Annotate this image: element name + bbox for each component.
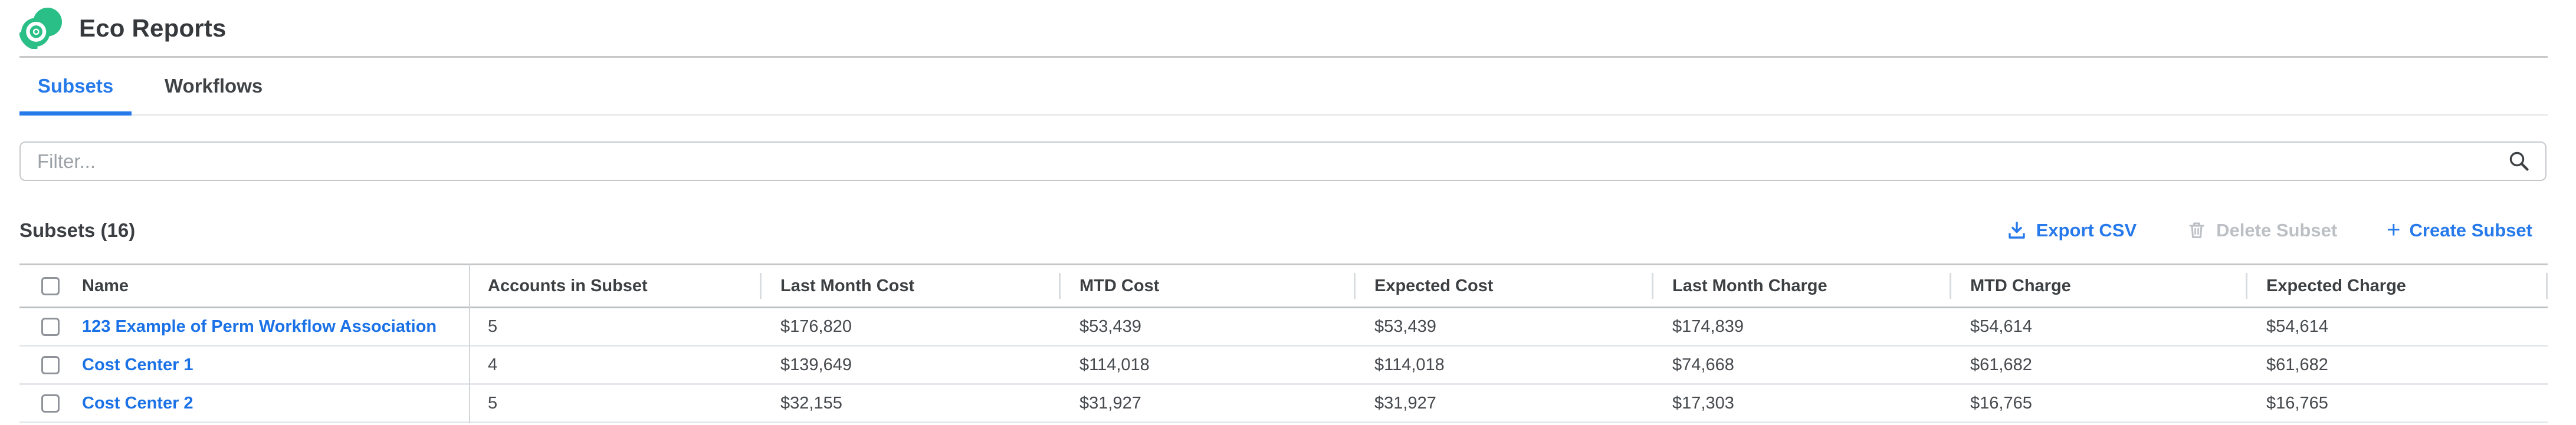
column-header-expected_charge: Expected Charge (2247, 265, 2548, 307)
table-header-row: Name Accounts in Subset Last Month Cost MTD… (19, 263, 2548, 308)
column-header-label: MTD Cost (1079, 276, 1160, 295)
column-header-label: Expected Cost (1374, 276, 1494, 295)
cell-last_month_charge: $74,668 (1653, 347, 1951, 383)
create-subset-button[interactable]: + Create Subset (2387, 216, 2532, 243)
cell-expected_charge: $54,614 (2247, 308, 2548, 345)
table-actions: Export CSV Delete Subset + Create Subset (2006, 216, 2548, 243)
table-row: 123 Example of Perm Workflow Association… (19, 308, 2548, 347)
cell-value: 4 (488, 355, 498, 374)
cell-accounts: 4 (469, 347, 762, 383)
column-header-mtd_cost: MTD Cost (1061, 265, 1356, 307)
section-heading: Subsets (16) (19, 219, 136, 241)
app-header: Eco Reports (19, 0, 227, 56)
cell-value: $114,018 (1374, 355, 1445, 374)
cell-value: $74,668 (1672, 355, 1734, 374)
column-header-mtd_charge: MTD Charge (1951, 265, 2247, 307)
column-header-label: Last Month Charge (1672, 276, 1827, 295)
subset-name-link[interactable]: 123 Example of Perm Workflow Association (82, 317, 437, 336)
cell-value: $31,927 (1079, 393, 1141, 413)
subset-name-link[interactable]: Cost Center 2 (82, 393, 193, 413)
cell-value: $176,820 (780, 317, 852, 336)
cell-mtd_charge: $16,765 (1951, 385, 2247, 421)
table-row: Cost Center 2 5 $32,155 $31,927 $31,927 $17,3… (19, 385, 2548, 423)
trash-icon (2189, 222, 2204, 238)
cell-value: $53,439 (1374, 317, 1436, 336)
name-column-divider (469, 263, 470, 423)
download-icon (2008, 222, 2025, 239)
row-checkbox[interactable] (41, 355, 60, 374)
cell-value: $61,682 (2266, 355, 2328, 374)
cell-name: Cost Center 2 (19, 385, 469, 421)
column-header-name: Name (19, 265, 469, 307)
column-header-expected_cost: Expected Cost (1356, 265, 1653, 307)
row-checkbox[interactable] (41, 394, 60, 413)
cell-accounts: 5 (469, 385, 762, 421)
cell-value: $174,839 (1672, 317, 1744, 336)
subsets-table: Name Accounts in Subset Last Month Cost MTD… (19, 263, 2548, 423)
cell-value: 5 (488, 317, 498, 336)
column-header-label: Accounts in Subset (488, 276, 648, 295)
cell-expected_charge: $61,682 (2247, 347, 2548, 383)
search-icon[interactable] (2506, 149, 2532, 174)
cell-value: $53,439 (1079, 317, 1141, 336)
cell-mtd_cost: $114,018 (1061, 347, 1356, 383)
export-csv-label: Export CSV (2036, 220, 2137, 240)
row-checkbox[interactable] (41, 317, 60, 336)
tab-subsets[interactable]: Subsets (19, 58, 132, 116)
tab-bar: Subsets Workflows (19, 58, 2548, 116)
tab-workflows[interactable]: Workflows (165, 75, 263, 97)
column-header-last_month_charge: Last Month Charge (1653, 265, 1951, 307)
section-row: Subsets (16) Export CSV Delete Subset + … (19, 213, 2548, 248)
cell-value: $31,927 (1374, 393, 1436, 413)
filter-input[interactable] (19, 141, 2547, 181)
cell-value: $16,765 (1970, 393, 2032, 413)
column-header-label: Expected Charge (2266, 276, 2406, 295)
cell-name: 123 Example of Perm Workflow Association (19, 308, 469, 345)
column-header-accounts: Accounts in Subset (469, 265, 762, 307)
column-header-label: Name (82, 276, 129, 295)
cell-mtd_charge: $54,614 (1951, 308, 2247, 345)
delete-subset-button[interactable]: Delete Subset (2186, 220, 2337, 241)
table-row: Cost Center 1 4 $139,649 $114,018 $114,018 $7… (19, 347, 2548, 385)
delete-subset-label: Delete Subset (2216, 220, 2338, 240)
select-all-checkbox[interactable] (41, 276, 60, 295)
cell-value: $61,682 (1970, 355, 2032, 374)
cell-last_month_charge: $17,303 (1653, 385, 1951, 421)
cell-last_month_cost: $176,820 (762, 308, 1061, 345)
column-header-last_month_cost: Last Month Cost (762, 265, 1061, 307)
cell-name: Cost Center 1 (19, 347, 469, 383)
create-subset-label: Create Subset (2409, 220, 2532, 240)
cell-mtd_cost: $31,927 (1061, 385, 1356, 421)
column-header-label: Last Month Cost (780, 276, 915, 295)
filter-bar (19, 141, 2547, 181)
cell-value: $139,649 (780, 355, 852, 374)
cell-expected_charge: $16,765 (2247, 385, 2548, 421)
cell-last_month_cost: $139,649 (762, 347, 1061, 383)
cell-value: $32,155 (780, 393, 842, 413)
cell-last_month_cost: $32,155 (762, 385, 1061, 421)
cell-mtd_charge: $61,682 (1951, 347, 2247, 383)
subset-name-link[interactable]: Cost Center 1 (82, 355, 193, 374)
cell-expected_cost: $53,439 (1356, 308, 1653, 345)
export-csv-button[interactable]: Export CSV (2006, 220, 2137, 241)
cell-expected_cost: $114,018 (1356, 347, 1653, 383)
cell-expected_cost: $31,927 (1356, 385, 1653, 421)
column-header-label: MTD Charge (1970, 276, 2071, 295)
cell-value: 5 (488, 393, 498, 413)
cell-value: $114,018 (1079, 355, 1150, 374)
plus-icon: + (2387, 216, 2401, 243)
header-divider (19, 56, 2548, 58)
cell-last_month_charge: $174,839 (1653, 308, 1951, 345)
cell-accounts: 5 (469, 308, 762, 345)
table-body: 123 Example of Perm Workflow Association… (19, 308, 2548, 423)
cell-value: $16,765 (2266, 393, 2328, 413)
cell-value: $54,614 (2266, 317, 2328, 336)
cell-value: $54,614 (1970, 317, 2032, 336)
eco-logo-icon (19, 7, 62, 49)
cell-value: $17,303 (1672, 393, 1734, 413)
cell-mtd_cost: $53,439 (1061, 308, 1356, 345)
page-title: Eco Reports (79, 14, 227, 42)
